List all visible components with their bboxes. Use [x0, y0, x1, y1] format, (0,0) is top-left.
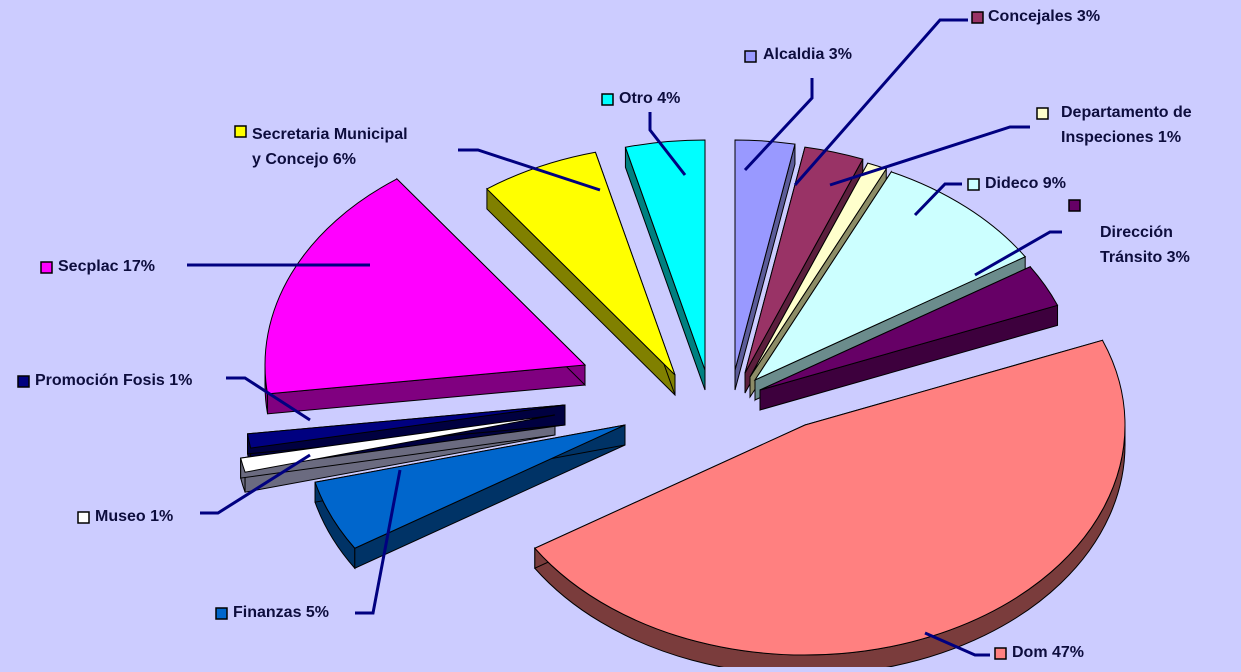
leader-line-otro	[648, 112, 687, 176]
leader-line-secretaria-municipal-y-concejo	[458, 148, 601, 192]
slice-label-direcci-n-tr-nsito-1: Tránsito 3%	[1100, 249, 1190, 266]
slice-label-promoci-n-fosis: Promoción Fosis 1%	[35, 372, 192, 389]
slice-promoci-n-fosis	[246, 404, 566, 449]
slice-label-museo: Museo 1%	[95, 508, 173, 525]
legend-key-otro	[601, 93, 614, 106]
slice-label-direcci-n-tr-nsito-0: Dirección	[1100, 224, 1173, 241]
slice-secretaria-municipal-y-concejo	[486, 151, 676, 376]
slice-direcci-n-tr-nsito	[759, 266, 1059, 391]
slice-label-secretaria-municipal-y-concejo-1: y Concejo 6%	[252, 151, 356, 168]
slice-secplac	[264, 178, 587, 395]
legend-key-secretaria-municipal-y-concejo	[234, 125, 247, 138]
leader-line-direcci-n-tr-nsito	[974, 230, 1062, 277]
slice-museo	[240, 414, 556, 473]
legend-key-secplac	[40, 261, 53, 274]
slice-label-dom: Dom 47%	[1012, 644, 1084, 661]
leader-lines	[187, 18, 1062, 657]
slice-label-secplac: Secplac 17%	[58, 258, 155, 275]
leader-line-promoci-n-fosis	[226, 376, 311, 422]
legend-key-dom	[994, 647, 1007, 660]
slice-labels: Alcaldia 3% Concejales 3% Departamento de I…	[17, 8, 1192, 661]
legend-key-promoci-n-fosis	[17, 375, 30, 388]
legend-key-dideco	[967, 178, 980, 191]
leader-line-dideco	[913, 182, 962, 217]
slice-otro	[624, 139, 706, 371]
slice-label-departamento-de-inspeciones-1: Inspeciones 1%	[1061, 129, 1181, 146]
legend-key-concejales	[971, 11, 984, 24]
leader-line-finanzas	[355, 469, 402, 615]
slice-label-departamento-de-inspeciones-0: Departamento de	[1061, 104, 1192, 121]
leader-line-concejales	[793, 18, 968, 186]
slice-tops	[240, 139, 1126, 656]
slice-label-secretaria-municipal-y-concejo-0: Secretaria Municipal	[252, 126, 408, 143]
slice-label-concejales: Concejales 3%	[988, 8, 1100, 25]
legend-key-departamento-de-inspeciones	[1036, 107, 1049, 120]
slice-label-finanzas: Finanzas 5%	[233, 604, 329, 621]
leader-line-alcaldia	[743, 78, 814, 172]
leader-line-departamento-de-inspeciones	[829, 125, 1030, 187]
slice-label-otro: Otro 4%	[619, 90, 680, 107]
legend-key-direcci-n-tr-nsito	[1068, 199, 1081, 212]
legend-key-finanzas	[215, 607, 228, 620]
leader-line-dom	[924, 631, 990, 657]
slice-label-dideco: Dideco 9%	[985, 175, 1066, 192]
slice-label-alcaldia: Alcaldia 3%	[763, 46, 852, 63]
legend-key-museo	[77, 511, 90, 524]
leader-line-museo	[200, 453, 311, 515]
slice-concejales	[744, 146, 864, 374]
slice-alcaldia	[734, 139, 796, 371]
slice-departamento-de-inspeciones	[749, 162, 888, 378]
slice-dom	[533, 339, 1126, 656]
legend-key-alcaldia	[744, 50, 757, 63]
